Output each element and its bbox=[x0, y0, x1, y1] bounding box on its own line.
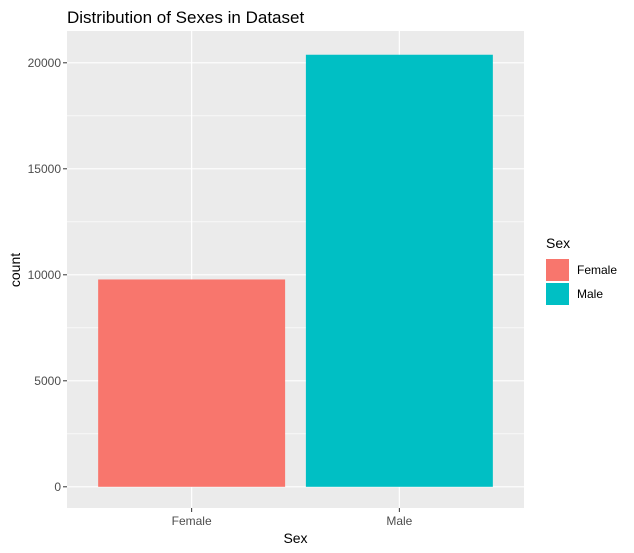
y-tick-label: 10000 bbox=[28, 268, 62, 282]
bar-male bbox=[305, 54, 493, 487]
y-tick-label: 20000 bbox=[28, 56, 62, 70]
y-axis: 0 5000 10000 15000 20000 bbox=[28, 56, 67, 494]
legend-label-male: Male bbox=[577, 287, 603, 301]
bars bbox=[98, 54, 493, 487]
x-tick-label: Male bbox=[386, 514, 412, 528]
legend-swatch-male bbox=[546, 283, 569, 305]
legend-label-female: Female bbox=[577, 263, 617, 277]
x-axis: Female Male bbox=[172, 508, 413, 528]
legend: Sex Female Male bbox=[546, 235, 617, 305]
y-tick-label: 5000 bbox=[34, 374, 61, 388]
bar-female bbox=[98, 279, 286, 487]
y-tick-label: 0 bbox=[54, 480, 61, 494]
x-tick-label: Female bbox=[172, 514, 212, 528]
y-tick-label: 15000 bbox=[28, 162, 62, 176]
chart-title: Distribution of Sexes in Dataset bbox=[67, 8, 304, 27]
y-axis-title: count bbox=[7, 253, 23, 287]
legend-swatch-female bbox=[546, 259, 569, 281]
legend-title: Sex bbox=[546, 235, 570, 251]
x-axis-title: Sex bbox=[283, 530, 307, 546]
